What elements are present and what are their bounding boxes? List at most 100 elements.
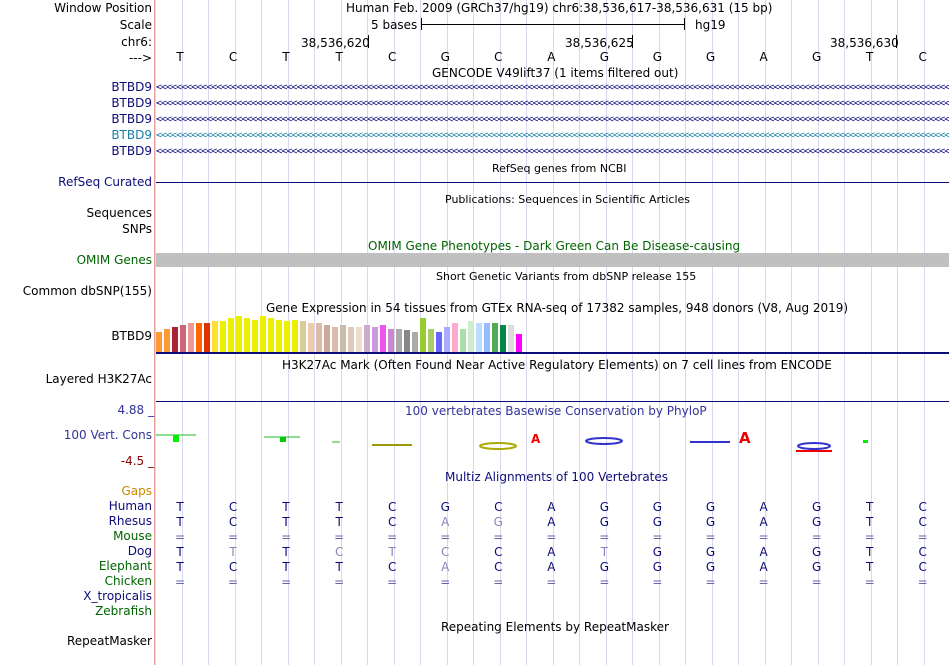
gtex-tissue-bar[interactable] (172, 327, 178, 352)
gencode-transcript-label[interactable]: BTBD9 (111, 80, 152, 94)
conservation-track[interactable]: A A (156, 425, 949, 455)
refseq-track[interactable] (156, 182, 949, 183)
repeatmasker-title[interactable]: Repeating Elements by RepeatMasker (441, 620, 669, 634)
gtex-tissue-bar[interactable] (300, 321, 306, 352)
gtex-tissue-bar[interactable] (244, 318, 250, 352)
gtex-tissue-bar[interactable] (452, 323, 458, 352)
gtex-tissue-bar[interactable] (444, 327, 450, 352)
conservation-label[interactable]: 100 Vert. Cons (63, 428, 152, 442)
multiz-base: T (176, 515, 184, 529)
gencode-transcript-track[interactable]: <<<<<<<<<<<<<<<<<<<<<<<<<<<<<<<<<<<<<<<<… (156, 131, 949, 141)
omim-label[interactable]: OMIM Genes (76, 253, 152, 267)
multiz-base: G (705, 560, 716, 574)
omim-track-bar[interactable] (156, 253, 949, 267)
gtex-tissue-bar[interactable] (516, 334, 522, 352)
grid-line (685, 0, 686, 665)
gencode-transcript-label[interactable]: BTBD9 (111, 112, 152, 126)
gtex-tissue-bar[interactable] (276, 320, 282, 352)
gtex-tissue-bar[interactable] (268, 318, 274, 352)
gtex-tissue-bar[interactable] (332, 327, 338, 352)
multiz-title[interactable]: Multiz Alignments of 100 Vertebrates (445, 470, 669, 484)
multiz-species-label[interactable]: Human (108, 499, 152, 513)
h3k27ac-label[interactable]: Layered H3K27Ac (45, 372, 152, 386)
gtex-tissue-bar[interactable] (316, 323, 322, 352)
gtex-tissue-bar[interactable] (220, 321, 226, 352)
gtex-tissue-bar[interactable] (436, 332, 442, 352)
gtex-tissue-bar[interactable] (228, 318, 234, 352)
multiz-species-label[interactable]: Mouse (113, 529, 152, 543)
publications-sequences-label[interactable]: Sequences (86, 206, 152, 220)
dbsnp-title[interactable]: Short Genetic Variants from dbSNP releas… (436, 270, 697, 283)
gtex-tissue-bar[interactable] (388, 329, 394, 352)
gencode-transcript-track[interactable]: <<<<<<<<<<<<<<<<<<<<<<<<<<<<<<<<<<<<<<<<… (156, 115, 949, 125)
h3k27ac-title[interactable]: H3K27Ac Mark (Often Found Near Active Re… (282, 358, 832, 372)
gtex-tissue-bar[interactable] (484, 323, 490, 352)
gtex-tissue-bar[interactable] (396, 329, 402, 352)
gtex-tissue-bar[interactable] (468, 321, 474, 352)
multiz-gaps-label[interactable]: Gaps (121, 484, 152, 498)
refseq-label[interactable]: RefSeq Curated (58, 175, 152, 189)
gtex-tissue-bar[interactable] (164, 329, 170, 352)
gtex-tissue-bar[interactable] (340, 325, 346, 352)
multiz-base: = (387, 530, 398, 544)
multiz-species-label[interactable]: Rhesus (108, 514, 152, 528)
gtex-tissue-bar[interactable] (492, 323, 498, 352)
grid-line (764, 0, 766, 665)
multiz-species-label[interactable]: Dog (127, 544, 152, 558)
gtex-tissue-bar[interactable] (236, 316, 242, 352)
multiz-species-label[interactable]: Chicken (104, 574, 152, 588)
gtex-bar-chart[interactable] (156, 316, 949, 352)
gtex-tissue-bar[interactable] (364, 325, 370, 352)
gencode-title[interactable]: GENCODE V49lift37 (1 items filtered out) (432, 66, 679, 80)
grid-line (314, 0, 315, 665)
multiz-base: A (441, 560, 450, 574)
gtex-tissue-bar[interactable] (404, 330, 410, 352)
gtex-tissue-bar[interactable] (156, 332, 162, 352)
repeatmasker-label[interactable]: RepeatMasker (66, 634, 152, 648)
gtex-tissue-bar[interactable] (508, 325, 514, 352)
gencode-transcript-track[interactable]: <<<<<<<<<<<<<<<<<<<<<<<<<<<<<<<<<<<<<<<<… (156, 83, 949, 93)
gtex-tissue-bar[interactable] (348, 327, 354, 352)
gencode-transcript-label[interactable]: BTBD9 (111, 96, 152, 110)
gtex-tissue-bar[interactable] (180, 325, 186, 352)
gtex-tissue-bar[interactable] (500, 325, 506, 352)
gtex-tissue-bar[interactable] (428, 329, 434, 352)
multiz-base: G (599, 560, 610, 574)
gtex-tissue-bar[interactable] (380, 325, 386, 352)
refseq-title[interactable]: RefSeq genes from NCBI (492, 162, 627, 175)
gtex-tissue-bar[interactable] (412, 332, 418, 352)
gtex-tissue-bar[interactable] (204, 323, 210, 352)
conservation-title[interactable]: 100 vertebrates Basewise Conservation by… (405, 404, 707, 418)
gtex-tissue-bar[interactable] (372, 327, 378, 352)
gtex-label[interactable]: BTBD9 (111, 329, 152, 343)
publications-title[interactable]: Publications: Sequences in Scientific Ar… (445, 193, 690, 206)
gtex-tissue-bar[interactable] (324, 325, 330, 352)
gtex-tissue-bar[interactable] (284, 321, 290, 352)
gtex-tissue-bar[interactable] (212, 321, 218, 352)
gencode-transcript-track[interactable]: <<<<<<<<<<<<<<<<<<<<<<<<<<<<<<<<<<<<<<<<… (156, 99, 949, 109)
gtex-tissue-bar[interactable] (420, 318, 426, 352)
multiz-species-label[interactable]: X_tropicalis (83, 589, 152, 603)
gtex-tissue-bar[interactable] (196, 323, 202, 352)
gencode-transcript-track[interactable]: <<<<<<<<<<<<<<<<<<<<<<<<<<<<<<<<<<<<<<<<… (156, 147, 949, 157)
publications-snps-label[interactable]: SNPs (122, 222, 152, 236)
gtex-title[interactable]: Gene Expression in 54 tissues from GTEx … (266, 301, 849, 315)
multiz-species-label[interactable]: Elephant (98, 559, 152, 573)
gtex-tissue-bar[interactable] (188, 323, 194, 352)
gencode-transcript-label[interactable]: BTBD9 (111, 128, 152, 142)
omim-title[interactable]: OMIM Gene Phenotypes - Dark Green Can Be… (368, 239, 741, 253)
multiz-species-label[interactable]: Zebrafish (95, 604, 152, 618)
multiz-base: = (228, 575, 239, 589)
gtex-tissue-bar[interactable] (356, 327, 362, 352)
gtex-tissue-bar[interactable] (252, 320, 258, 352)
gtex-tissue-bar[interactable] (308, 323, 314, 352)
multiz-base: A (759, 515, 768, 529)
gtex-tissue-bar[interactable] (260, 316, 266, 352)
dbsnp-label[interactable]: Common dbSNP(155) (22, 284, 152, 298)
gencode-transcript-label[interactable]: BTBD9 (111, 144, 152, 158)
multiz-base: C (228, 515, 238, 529)
gtex-tissue-bar[interactable] (476, 323, 482, 352)
position-text[interactable]: Human Feb. 2009 (GRCh37/hg19) chr6:38,53… (346, 1, 773, 15)
gtex-tissue-bar[interactable] (460, 329, 466, 352)
gtex-tissue-bar[interactable] (292, 320, 298, 352)
